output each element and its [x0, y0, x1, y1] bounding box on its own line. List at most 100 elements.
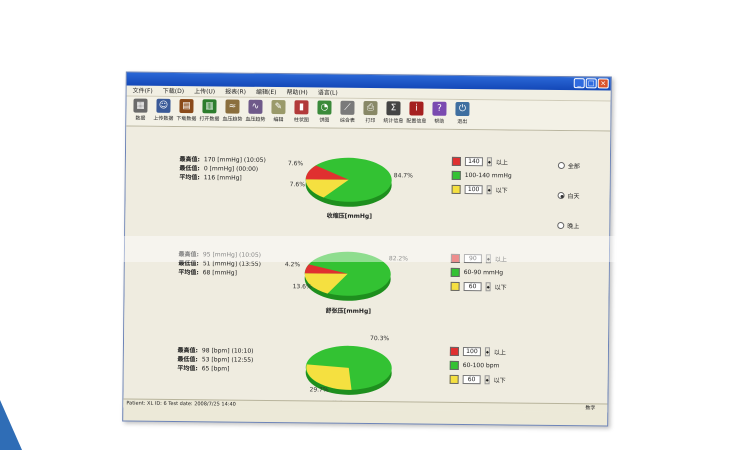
radio-dot[interactable] — [557, 221, 565, 230]
toolbar-button[interactable]: ⟋ 综合表 — [337, 100, 357, 126]
menu-file[interactable]: 文件(F) — [132, 87, 153, 95]
radio-daytime[interactable]: 白天 — [557, 191, 580, 201]
pie-label-normal: 82.2% — [388, 255, 408, 263]
line-chart-icon: ⟋ — [340, 100, 355, 115]
stat-label: 平均值: — [177, 365, 198, 373]
radio-label: 全部 — [567, 163, 580, 171]
time-range-radios: 全部 白天 晚上 — [557, 161, 580, 251]
radio-all[interactable]: 全部 — [557, 161, 580, 171]
exit-icon: ⏻ — [455, 101, 470, 117]
spin-button[interactable]: ◆ — [484, 375, 490, 385]
legend-swatch-low — [451, 184, 461, 194]
corner-decoration — [0, 400, 22, 450]
radio-label: 晚上 — [567, 223, 580, 231]
toolbar-button[interactable]: ≈ 血压趋势 — [222, 99, 242, 124]
legend-swatch-low — [449, 374, 459, 384]
systolic-title: 收缩压[mmHg] — [326, 212, 373, 221]
diastolic-legend: 90 ◆ 以上 60-90 mmHg 60 ◆ 以下 — [450, 253, 507, 296]
edit-icon: ✎ — [271, 99, 286, 115]
sigma-icon: Σ — [386, 101, 401, 116]
toolbar-button[interactable]: ▮ 柱状图 — [291, 100, 311, 125]
low-threshold-input[interactable]: 100 — [464, 185, 483, 195]
stat-label: 平均值: — [178, 269, 199, 277]
radio-dot[interactable] — [557, 161, 565, 170]
high-threshold-input[interactable]: 90 — [463, 254, 482, 264]
diastolic-title: 舒张压[mmHg] — [325, 307, 372, 316]
stat-value: 68 [mmHg] — [202, 269, 238, 277]
menu-report[interactable]: 报表(R) — [225, 88, 247, 96]
toolbar-label: 打开数据 — [199, 116, 220, 123]
legend-text: 以下 — [493, 377, 506, 385]
toolbar-button[interactable]: ☺ 上传数据 — [153, 98, 174, 124]
status-patient-info: Patient: XL ID: 6 Test date: 2008/7/25 1… — [126, 400, 236, 408]
systolic-legend: 140 ◆ 以上 100-140 mmHg 100 ◆ 以下 — [451, 156, 512, 199]
minimize-button[interactable]: _ — [573, 78, 585, 89]
toolbar-label: 配置信息 — [406, 118, 427, 125]
pulse-stats: 最高值: 98 [bpm] (10:10) 最低值: 53 [bpm] (12:55… — [172, 346, 254, 374]
toolbar-button[interactable]: ∿ 血压趋势 — [245, 99, 266, 125]
pie-label-high: 4.2% — [284, 261, 301, 269]
pie-label-high: 7.6% — [287, 160, 304, 168]
toolbar-button[interactable]: ▥ 打开数据 — [199, 99, 219, 124]
toolbar-button[interactable]: ▤ 下载数据 — [176, 99, 196, 124]
high-threshold-input[interactable]: 100 — [462, 347, 481, 357]
pie-label-normal: 84.7% — [393, 172, 413, 180]
stat-label: 最低值: — [177, 356, 198, 364]
maximize-button[interactable]: □ — [585, 78, 597, 89]
legend-text: 以上 — [494, 256, 507, 264]
toolbar-button[interactable]: Σ 统计信息 — [383, 101, 403, 126]
diastolic-pie — [302, 240, 393, 309]
pulse-pie — [303, 334, 394, 403]
pie-chart-icon: ◔ — [317, 100, 332, 115]
toolbar-label: 血压趋势 — [245, 116, 266, 123]
toolbar-button[interactable]: i 配置信息 — [406, 101, 426, 126]
legend-text: 60-100 bpm — [462, 362, 500, 370]
legend-text: 100-140 mmHg — [464, 172, 512, 180]
radio-label: 白天 — [567, 193, 580, 201]
menu-language[interactable]: 语言(L) — [317, 89, 338, 97]
bars-icon: ▥ — [202, 99, 217, 114]
toolbar-label: 上传数据 — [153, 115, 174, 122]
legend-swatch-low — [450, 281, 460, 291]
menu-upload[interactable]: 上传(U) — [194, 88, 216, 96]
legend-swatch-normal — [451, 170, 461, 180]
low-threshold-input[interactable]: 60 — [462, 375, 481, 385]
toolbar-label: 编辑 — [273, 117, 284, 124]
spin-button[interactable]: ◆ — [484, 347, 490, 357]
menu-download[interactable]: 下载(D) — [162, 87, 185, 96]
app-window: _ □ × 文件(F) 下载(D) 上传(U) 报表(R) 编辑(E) 帮助(H… — [122, 71, 612, 427]
toolbar-button[interactable]: ⏻ 退出 — [452, 101, 472, 127]
toolbar-button[interactable]: ◔ 饼图 — [314, 100, 334, 125]
radio-night[interactable]: 晚上 — [557, 221, 579, 230]
stat-label: 最高值: — [178, 251, 199, 259]
pie-label-normal: 70.3% — [370, 335, 390, 343]
toolbar-label: 下载数据 — [176, 115, 197, 123]
toolbar-button[interactable]: ✎ 编辑 — [268, 99, 288, 125]
books-icon: ▤ — [179, 99, 194, 114]
legend-swatch-normal — [449, 360, 459, 370]
stat-value: 65 [bpm] — [201, 365, 230, 373]
spin-button[interactable]: ◆ — [486, 185, 492, 195]
low-threshold-input[interactable]: 60 — [463, 282, 482, 292]
spin-button[interactable]: ◆ — [486, 157, 492, 167]
menu-help[interactable]: 帮助(H) — [286, 89, 308, 97]
close-button[interactable]: × — [597, 78, 609, 89]
status-bar: Patient: XL ID: 6 Test date: 2008/7/25 1… — [123, 398, 608, 413]
systolic-pie — [303, 146, 394, 215]
stat-label: 最低值: — [178, 260, 199, 268]
toolbar-label: 退出 — [457, 118, 468, 126]
stat-label: 平均值: — [179, 174, 200, 182]
toolbar-button[interactable]: ⎙ 打印 — [360, 100, 380, 126]
spin-button[interactable]: ◆ — [485, 254, 491, 264]
pie-label-low: 7.6% — [289, 181, 305, 189]
spin-button[interactable]: ◆ — [485, 282, 491, 292]
toolbar-label: 血压趋势 — [222, 116, 243, 123]
radio-dot[interactable] — [557, 191, 565, 200]
legend-text: 以上 — [495, 159, 508, 167]
toolbar-button[interactable]: ▦ 数据 — [130, 98, 150, 124]
menu-edit[interactable]: 编辑(E) — [255, 88, 277, 97]
high-threshold-input[interactable]: 140 — [464, 157, 483, 167]
toolbar-label: 帮助 — [434, 118, 445, 125]
toolbar-button[interactable]: ? 帮助 — [429, 101, 449, 127]
systolic-stats: 最高值: 170 [mmHg] (10:05) 最低值: 0 [mmHg] (00:… — [174, 155, 266, 183]
